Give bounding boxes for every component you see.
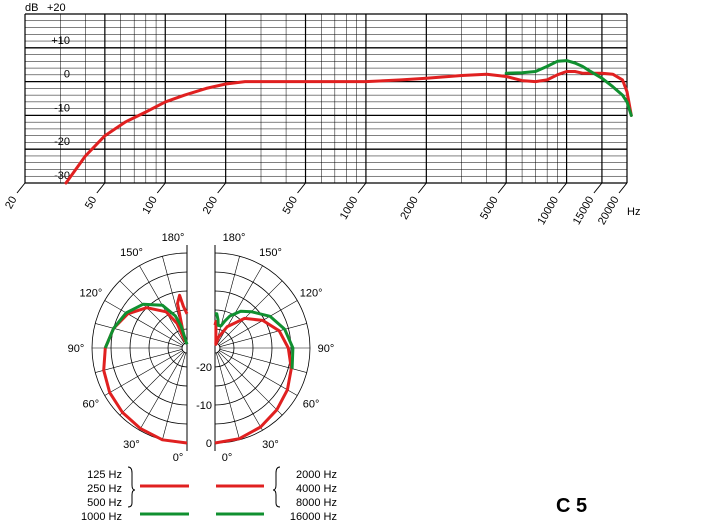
legend-right-label: 2000 Hz (296, 469, 337, 481)
polar-angle-label: 0° (173, 452, 184, 464)
x-tick-mark (217, 182, 227, 194)
y-tick-label: -10 (54, 102, 70, 114)
polar-pattern-chart: 0° 0° 30° 30° 60° 60° 90° 90° 120° 120° 150° 150° 18… (68, 232, 335, 464)
polar-angle-label: 30° (262, 439, 279, 451)
polar-spoke (119, 351, 184, 416)
polar-angle-label: 180° (223, 232, 246, 244)
polar-angle-label: 120° (300, 288, 323, 300)
polar-spoke (217, 352, 263, 431)
y-tick-label: -20 (54, 136, 70, 148)
polar-spoke (219, 323, 307, 347)
polar-spoke (104, 300, 183, 346)
polar-angle-label: 180° (162, 232, 185, 244)
y-tick-label: 0 (64, 69, 70, 81)
x-tick-label: 20 (3, 195, 20, 212)
polar-angle-label: 150° (120, 247, 143, 259)
model-label: C 5 (556, 495, 587, 517)
polar-spoke (218, 351, 283, 416)
legend-left-label: 1000 Hz (81, 511, 122, 523)
polar-spoke (162, 352, 186, 440)
y-tick-label: +10 (51, 35, 70, 47)
polar-angle-labels: 0° 0° 30° 30° 60° 60° 90° 90° 120° 120° 150° 150° 18… (68, 232, 335, 464)
polar-db-label: -10 (196, 400, 212, 412)
x-tick-label: 5000 (478, 195, 501, 222)
y-tick-label: -30 (54, 170, 70, 182)
legend-left-label: 250 Hz (87, 483, 122, 495)
legend-right-label: 4000 Hz (296, 483, 337, 495)
polar-curve-right (213, 316, 293, 445)
db-label-bg (195, 361, 214, 374)
polar-spoke (219, 300, 298, 346)
polar-angle-label: 90° (68, 343, 85, 355)
polar-db-label: -20 (196, 362, 212, 374)
polar-curves (102, 293, 295, 445)
x-tick-label: 200 (201, 195, 221, 217)
legend-right-label: 16000 Hz (290, 511, 337, 523)
polar-spoke (216, 352, 240, 440)
polar-angle-label: 120° (79, 288, 102, 300)
x-tick-mark (417, 182, 427, 194)
polar-angle-label: 60° (303, 399, 320, 411)
polar-spoke (219, 350, 298, 396)
legend-right-label: 8000 Hz (296, 497, 337, 509)
polar-db-labels: 0 -10 -20 (195, 361, 214, 450)
legend-left-label: 125 Hz (87, 469, 122, 481)
polar-spoke (139, 352, 185, 431)
x-tick-label: 20000 (596, 195, 622, 227)
x-tick-mark (16, 182, 26, 194)
polar-spoke (95, 349, 183, 373)
db-label-bg (195, 399, 214, 412)
x-tick-label: 15000 (571, 195, 597, 227)
x-tick-label: 500 (281, 195, 301, 217)
legend-left-frequencies: 125 Hz 250 Hz 500 Hz 1000 Hz (81, 469, 122, 523)
polar-spoke (216, 256, 240, 344)
x-tick-mark (618, 182, 628, 194)
polar-spoke (95, 323, 183, 347)
polar-grid (91, 245, 311, 451)
left-brace (127, 466, 136, 508)
polar-curve-left (103, 302, 189, 349)
x-tick-label: 10000 (536, 195, 562, 227)
legend-right-frequencies: 2000 Hz 4000 Hz 8000 Hz 16000 Hz (290, 469, 337, 523)
x-tick-mark (593, 182, 603, 194)
polar-db-label: 0 (206, 438, 212, 450)
x-tick-mark (357, 182, 367, 194)
response-curves (64, 59, 633, 185)
x-unit-label: Hz (627, 206, 640, 218)
polar-legend: 125 Hz 250 Hz 500 Hz 1000 Hz 2000 Hz 4000 Hz… (81, 466, 337, 523)
polar-angle-label: 60° (83, 399, 100, 411)
y-tick-labels: +10 0 -10 -20 -30 (51, 35, 70, 182)
right-brace (272, 466, 281, 508)
polar-spoke (104, 350, 183, 396)
legend-left-label: 500 Hz (87, 497, 122, 509)
response-curve (504, 59, 633, 117)
x-tick-label: 100 (140, 195, 160, 217)
response-curve (64, 70, 633, 185)
db-label-bg (195, 437, 214, 450)
frequency-response-grid (16, 13, 628, 194)
x-tick-mark (497, 182, 507, 194)
x-tick-label: 50 (83, 195, 100, 212)
x-tick-mark (297, 182, 306, 194)
polar-center (181, 342, 188, 354)
polar-angle-label: 150° (259, 247, 282, 259)
x-tick-labels: 20 50 100 200 500 1000 2000 5000 10000 15000 20000 (3, 195, 622, 227)
frequency-response-chart: dB +20 +100-10-20-30 20 50 100 200 500 1000 20… (3, 2, 640, 227)
y-top-label: +20 (47, 2, 66, 14)
x-tick-label: 2000 (398, 195, 421, 222)
x-tick-mark (558, 182, 567, 194)
x-tick-mark (96, 182, 106, 194)
polar-angle-label: 30° (123, 439, 140, 451)
x-tick-mark (156, 182, 166, 194)
polar-curve-right (215, 309, 295, 369)
polar-angle-label: 90° (318, 343, 335, 355)
y-unit-label: dB (25, 2, 38, 14)
polar-angle-label: 0° (222, 452, 233, 464)
polar-curve-left (102, 293, 189, 445)
polar-spoke (119, 280, 184, 345)
x-tick-label: 1000 (338, 195, 361, 222)
